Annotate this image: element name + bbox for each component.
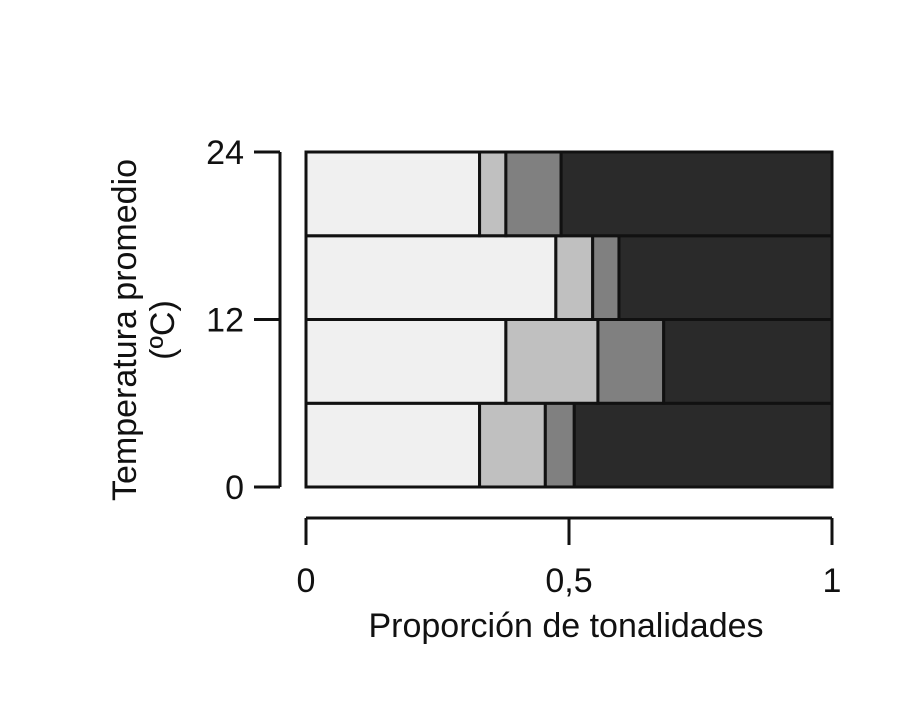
- x-tick-label: 0,5: [545, 562, 592, 600]
- x-axis: 0 0,5 1: [297, 516, 842, 600]
- bar-segment-band-3-series-2: [504, 150, 563, 238]
- bar-segment-band-1-series-2: [596, 318, 666, 405]
- x-axis-title: Proporción de tonalidades: [368, 607, 763, 645]
- x-tick-label: 0: [297, 562, 316, 600]
- bar-segment-band-1-series-1: [504, 318, 600, 405]
- x-tick-label: 1: [823, 562, 842, 600]
- bar-segment-band-2-series-2: [591, 234, 621, 321]
- bar-segment-band-3-series-0: [304, 150, 482, 238]
- y-axis-title-line-2: (ºC): [144, 300, 182, 360]
- bars-group: [304, 150, 834, 489]
- bar-segment-band-0-series-0: [304, 401, 482, 489]
- bar-segment-band-2-series-3: [617, 234, 834, 321]
- bar-segment-band-2-series-1: [554, 234, 595, 321]
- y-tick-label: 0: [225, 469, 244, 507]
- y-tick-label: 24: [206, 134, 244, 172]
- y-axis-title-line-1: Temperatura promedio: [106, 159, 144, 501]
- bar-segment-band-0-series-1: [478, 401, 547, 489]
- y-tick-label: 12: [206, 302, 244, 340]
- y-axis: 0 12 24: [206, 134, 282, 507]
- bar-segment-band-0-series-3: [572, 401, 834, 489]
- bar-segment-band-3-series-1: [478, 150, 508, 238]
- bar-segment-band-1-series-0: [304, 318, 508, 405]
- bar-segment-band-2-series-0: [304, 234, 558, 321]
- bar-segment-band-1-series-3: [662, 318, 834, 405]
- bar-segment-band-3-series-3: [559, 150, 834, 238]
- bar-segment-band-0-series-2: [543, 401, 576, 489]
